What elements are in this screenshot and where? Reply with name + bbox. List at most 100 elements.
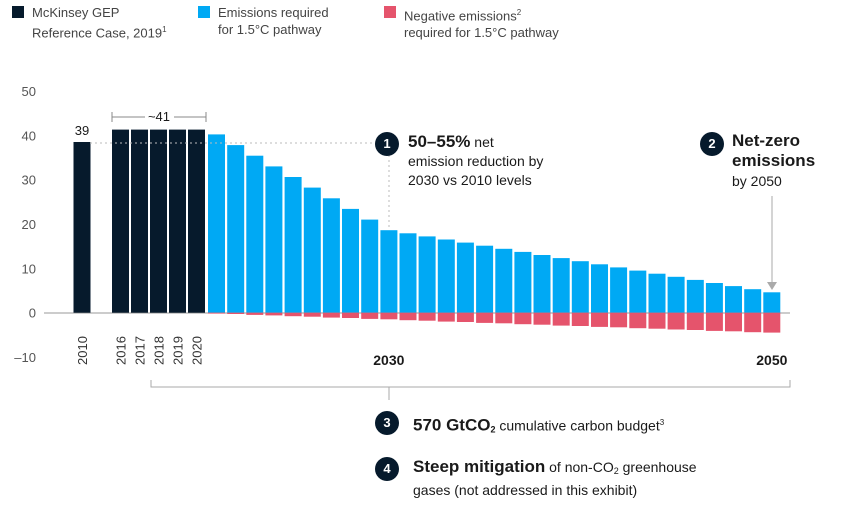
negative-bar-2045 (667, 312, 685, 330)
y-tick-label: 40 (22, 128, 36, 143)
legend-swatch-negative (384, 6, 396, 18)
negative-bar-2049 (744, 312, 762, 333)
negative-bar-2022 (227, 312, 245, 314)
y-axis: 50 40 30 20 10 0 –10 (14, 84, 36, 365)
required-bar-2026 (303, 187, 321, 313)
negative-bar-2046 (686, 312, 704, 330)
required-bar-2040 (571, 261, 589, 313)
bottom-bracket (150, 380, 791, 388)
negative-bar-2040 (571, 312, 589, 326)
y-tick-label: 20 (22, 217, 36, 232)
required-bar-2021 (208, 134, 225, 313)
required-bar-2037 (514, 251, 532, 313)
required-bar-2034 (456, 242, 474, 313)
required-bar-2022 (227, 145, 245, 313)
negative-bar-2029 (361, 312, 379, 319)
required-bar-2029 (361, 219, 379, 313)
x-tick-label-2030: 2030 (373, 352, 404, 368)
arrow-2050-head (767, 282, 777, 290)
x-tick-label-2050: 2050 (756, 352, 787, 368)
negative-bar-2033 (437, 312, 455, 322)
negative-bar-2023 (246, 312, 264, 315)
required-bar-2045 (667, 276, 685, 313)
bracket-2016-2020 (111, 112, 207, 122)
y-tick-label: 30 (22, 173, 36, 188)
required-bar-2036 (495, 248, 513, 313)
negative-bar-2032 (418, 312, 436, 321)
y-tick-label: –10 (14, 350, 36, 365)
negative-bar-2043 (629, 312, 647, 329)
bracket-value-label: ~41 (148, 109, 170, 124)
negative-bar-2028 (342, 312, 359, 318)
reference-bar-2010 (73, 142, 91, 313)
annotation-2-badge: 2 (700, 132, 724, 156)
required-bar-2023 (246, 155, 264, 313)
legend-swatch-reference (12, 6, 24, 18)
x-tick-label-2020: 2020 (190, 336, 205, 365)
negative-bar-2035 (476, 312, 494, 323)
required-bar-2042 (610, 267, 628, 313)
reference-bar-2020 (188, 129, 205, 313)
required-bar-2025 (284, 177, 302, 313)
negative-bar-2050 (763, 312, 781, 333)
annotation-4-text: Steep mitigation of non-CO2 greenhouse g… (413, 457, 697, 498)
required-bar-2035 (476, 245, 494, 313)
required-bar-2033 (437, 239, 455, 313)
required-bar-2024 (265, 166, 283, 313)
x-tick-label-2019: 2019 (171, 336, 186, 365)
required-bar-2041 (591, 264, 608, 313)
y-tick-label: 50 (22, 84, 36, 99)
negative-bar-2027 (322, 312, 340, 318)
negative-bar-2037 (514, 312, 532, 325)
required-bar-2038 (533, 255, 551, 313)
reference-bar-2017 (131, 129, 148, 313)
annotation-4-badge: 4 (375, 457, 399, 481)
annotation-3-text: 570 GtCO2 cumulative carbon budget3 (413, 415, 665, 435)
legend-required: Emissions required for 1.5°C pathway (198, 4, 329, 38)
required-bar-2047 (705, 283, 723, 313)
required-bar-2028 (342, 208, 359, 313)
annotation-1-text: 50–55% net emission reduction by 2030 vs… (408, 132, 544, 188)
required-bar-2046 (686, 279, 704, 313)
y-tick-label: 10 (22, 261, 36, 276)
legend-reference: McKinsey GEP Reference Case, 20191 (12, 4, 167, 41)
x-tick-label-2016: 2016 (114, 336, 129, 365)
negative-bar-2041 (591, 312, 608, 327)
negative-bar-2025 (284, 312, 302, 317)
bars-group (73, 129, 781, 333)
reference-bar-2016 (112, 129, 129, 313)
annotation-3-badge: 3 (375, 411, 399, 435)
annotation-1-badge: 1 (375, 132, 399, 156)
negative-bar-2030 (380, 312, 398, 320)
required-bar-2043 (629, 270, 647, 313)
legend-label-required: Emissions required for 1.5°C pathway (218, 5, 329, 37)
annotation-2-text: Net-zero emissions by 2050 (732, 131, 816, 189)
required-bar-2050 (763, 292, 781, 313)
legend-negative: Negative emissions2 required for 1.5°C p… (384, 4, 559, 41)
negative-bar-2021 (208, 312, 225, 314)
legend-swatch-required (198, 6, 210, 18)
negative-bar-2031 (399, 312, 417, 321)
required-bar-2031 (399, 233, 417, 313)
negative-bar-2034 (456, 312, 474, 322)
negative-bar-2042 (610, 312, 628, 328)
x-tick-label-2017: 2017 (133, 336, 148, 365)
negative-bar-2026 (303, 312, 321, 317)
bar-2010-value-label: 39 (75, 123, 89, 138)
x-tick-label-2010: 2010 (75, 336, 90, 365)
y-tick-label: 0 (29, 306, 36, 321)
required-bar-2039 (552, 258, 570, 313)
required-bar-2049 (744, 289, 762, 313)
negative-bar-2038 (533, 312, 551, 325)
required-bar-2044 (648, 273, 666, 313)
x-axis-labels: 2010 2016 2017 2018 2019 2020 2030 2050 (75, 336, 788, 368)
legend-label-reference: McKinsey GEP Reference Case, 20191 (32, 5, 167, 41)
reference-bar-2018 (150, 129, 167, 313)
required-bar-2032 (418, 236, 436, 313)
negative-bar-2044 (648, 312, 666, 329)
negative-bar-2047 (705, 312, 723, 331)
negative-bar-2036 (495, 312, 513, 324)
negative-bar-2039 (552, 312, 570, 326)
reference-bar-2019 (169, 129, 186, 313)
